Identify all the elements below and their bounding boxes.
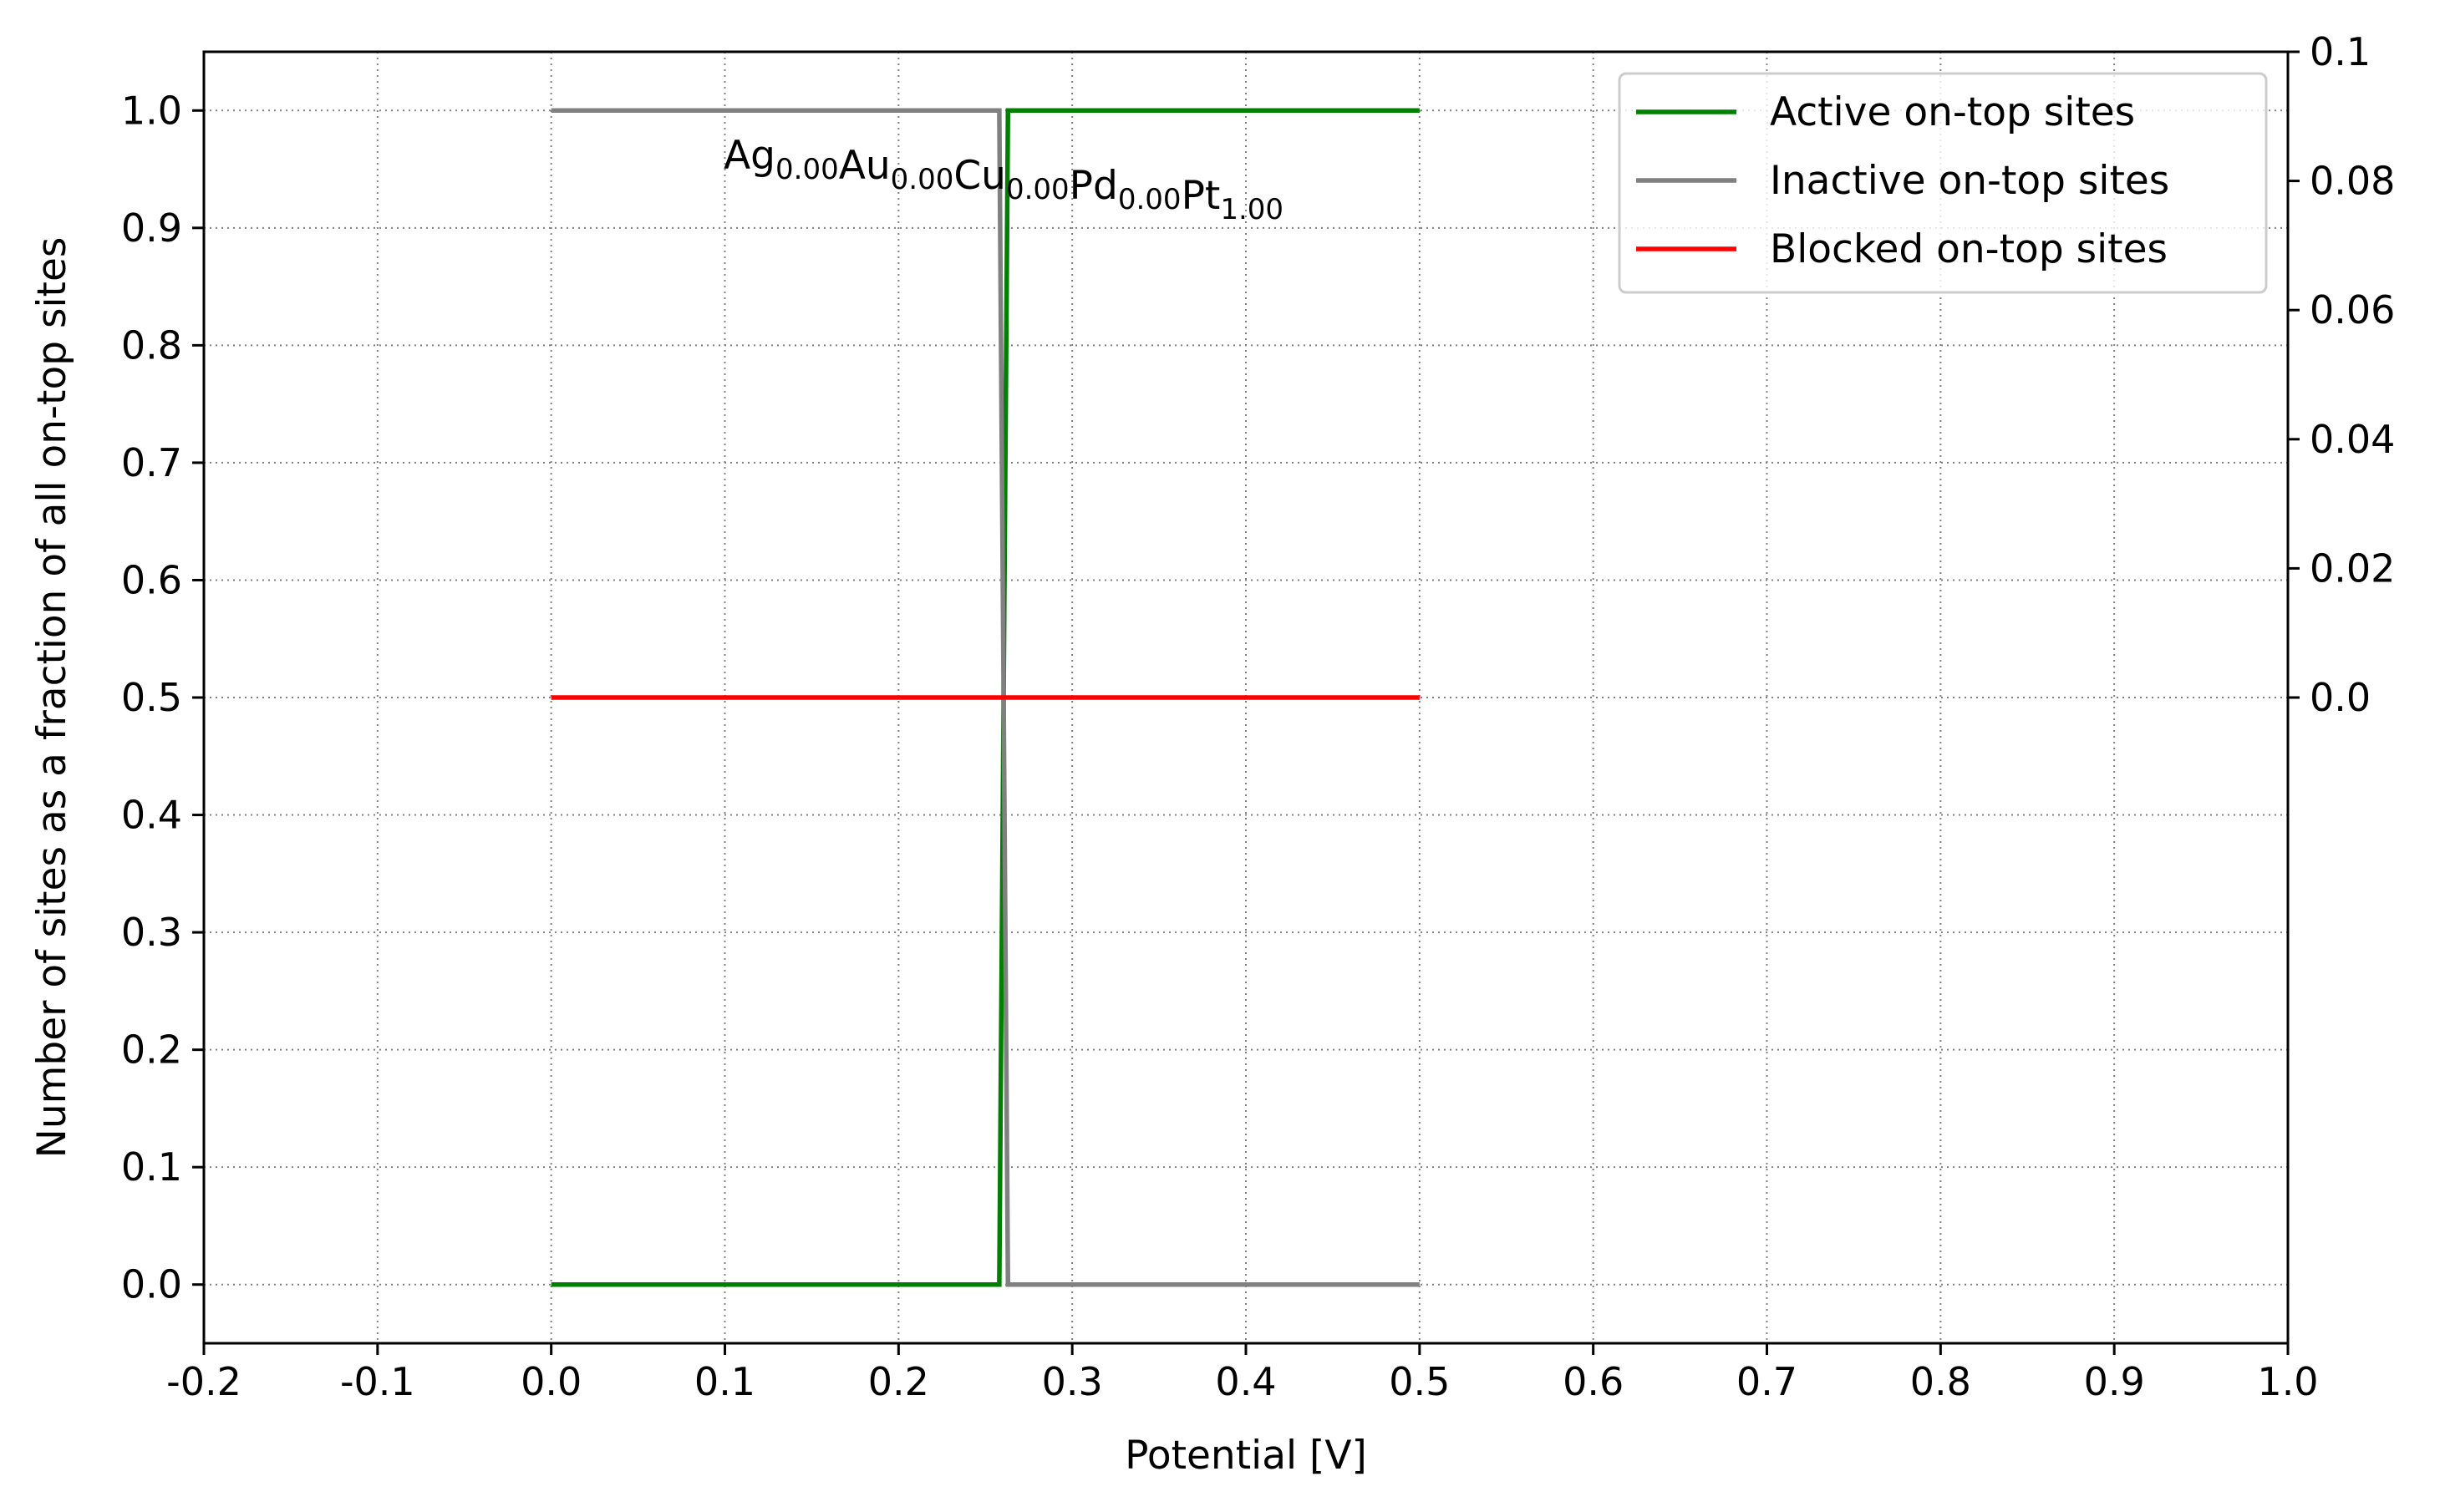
y-tick-label: 0.5 [121, 675, 182, 720]
composition-fraction: 1.00 [1220, 193, 1283, 226]
x-tick-label: 0.2 [868, 1359, 929, 1404]
y-tick-label: 0.1 [121, 1144, 182, 1190]
x-tick-label: -0.1 [340, 1359, 415, 1404]
y-tick-label: 0.2 [121, 1027, 182, 1073]
legend-label-2: Blocked on-top sites [1770, 226, 2168, 272]
composition-annotation: Ag0.00Au0.00Cu0.00Pd0.00Pt1.00 [724, 133, 1283, 226]
x-tick-label: 0.7 [1736, 1359, 1797, 1404]
composition-element: Cu [953, 153, 1006, 199]
x-tick-label: 0.8 [1910, 1359, 1971, 1404]
y-tick-label: 0.4 [121, 793, 182, 838]
x-axis: -0.2 -0.1 0.0 0.1 0.2 0.3 0.4 0.5 0.6 0.7 0.8 0.9 1.… [166, 1343, 2319, 1404]
composition-fraction: 0.00 [775, 153, 839, 186]
legend-label-1: Inactive on-top sites [1770, 158, 2169, 204]
y-tick-label: 0.8 [121, 322, 182, 368]
legend: Active on-top sites Inactive on-top sites… [1618, 72, 2268, 294]
y2-tick-label: 0.02 [2310, 545, 2395, 591]
legend-box [1618, 72, 2268, 294]
y-tick-label: 0.3 [121, 910, 182, 955]
x-tick-label: 0.1 [694, 1359, 755, 1404]
composition-element: Pt [1182, 173, 1221, 219]
x-tick-label: 0.3 [1042, 1359, 1103, 1404]
y-tick-label: 0.0 [121, 1262, 182, 1307]
legend-label-0: Active on-top sites [1770, 89, 2135, 135]
y2-tick-label: 0.08 [2310, 159, 2395, 204]
y2-tick-label: 0.04 [2310, 417, 2395, 462]
composition-element: Pd [1070, 163, 1118, 209]
x-tick-label: 0.4 [1215, 1359, 1276, 1404]
y-tick-label: 1.0 [121, 88, 182, 133]
y-axis-label: Number of sites as a fraction of all on-… [29, 237, 75, 1159]
x-tick-label: 0.9 [2084, 1359, 2145, 1404]
y2-tick-label: 0.0 [2310, 675, 2371, 720]
x-tick-label: 1.0 [2257, 1359, 2318, 1404]
x-tick-label: -0.2 [166, 1359, 241, 1404]
y-tick-label: 0.9 [121, 205, 182, 251]
y2-tick-label: 0.06 [2310, 287, 2395, 332]
composition-fraction: 0.00 [1118, 183, 1182, 216]
y-axis-right: 0.0 0.02 0.04 0.06 0.08 0.1 [2288, 29, 2395, 720]
x-axis-label: Potential [V] [1125, 1433, 1367, 1479]
y2-tick-label: 0.1 [2310, 29, 2371, 74]
x-tick-label: 0.5 [1389, 1359, 1450, 1404]
composition-element: Au [839, 143, 891, 189]
composition-fraction: 0.00 [1006, 173, 1070, 206]
series-lines [551, 108, 1420, 1287]
x-tick-label: 0.0 [521, 1359, 582, 1404]
composition-fraction: 0.00 [891, 163, 954, 196]
composition-element: Ag [724, 133, 775, 179]
y-tick-label: 0.7 [121, 440, 182, 485]
y-axis-left: 0.0 0.1 0.2 0.3 0.4 0.5 0.6 0.7 0.8 0.9 1.0 [121, 88, 204, 1307]
x-tick-label: 0.6 [1563, 1359, 1624, 1404]
y-tick-label: 0.6 [121, 557, 182, 602]
